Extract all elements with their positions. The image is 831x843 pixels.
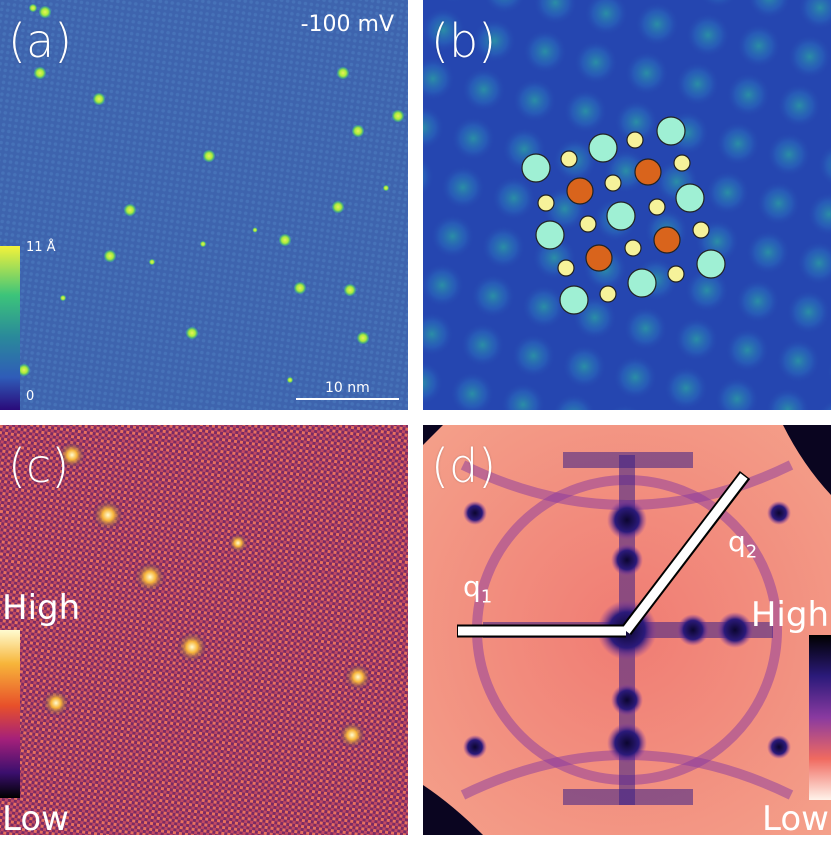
colorbar-top-tick: 11 Å bbox=[26, 240, 56, 255]
panel-b-lattice-model: (b) bbox=[423, 0, 831, 410]
fft-image bbox=[423, 425, 831, 835]
panel-c-qpi-map: (c) High Low bbox=[0, 425, 408, 835]
defect-features bbox=[42, 441, 372, 749]
topography-image bbox=[0, 0, 408, 410]
colorbar-bottom-tick: 0 bbox=[26, 389, 35, 404]
zoom-image bbox=[423, 0, 831, 410]
adatoms bbox=[18, 4, 404, 383]
scale-bar bbox=[296, 398, 399, 400]
fft-colorbar-high-label: High bbox=[750, 595, 829, 635]
fft-colorbar bbox=[809, 635, 831, 800]
q-vectors bbox=[458, 473, 748, 636]
colorbar-low-label: Low bbox=[2, 799, 69, 835]
lattice-model-overlay bbox=[521, 116, 726, 315]
fft-colorbar-low-label: Low bbox=[762, 799, 829, 835]
panel-c-label: (c) bbox=[8, 439, 70, 493]
qpi-image bbox=[0, 425, 408, 835]
fft-corners bbox=[423, 425, 831, 835]
q2-label: q2 bbox=[728, 525, 758, 563]
colorbar-high-label: High bbox=[2, 588, 81, 628]
panel-d-fourier-transform: (d) q1 q2 High Low bbox=[423, 425, 831, 835]
bias-voltage: -100 mV bbox=[300, 12, 394, 37]
qpi-colorbar bbox=[0, 630, 20, 798]
panel-b-label: (b) bbox=[431, 14, 497, 68]
panel-a-topography: (a) -100 mV 11 Å 0 10 nm bbox=[0, 0, 408, 410]
panel-a-label: (a) bbox=[8, 14, 73, 68]
height-colorbar bbox=[0, 246, 20, 410]
panel-d-label: (d) bbox=[431, 439, 497, 493]
q1-label: q1 bbox=[463, 570, 493, 608]
scale-bar-label: 10 nm bbox=[325, 380, 370, 396]
